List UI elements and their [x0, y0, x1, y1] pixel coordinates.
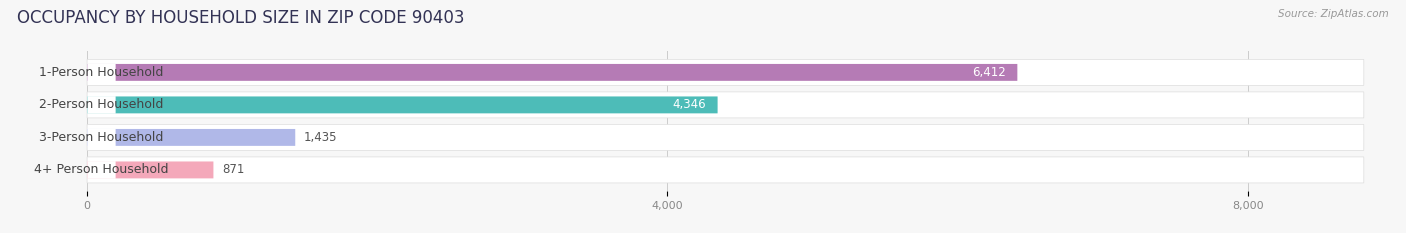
Text: 3-Person Household: 3-Person Household: [39, 131, 163, 144]
Text: 6,412: 6,412: [972, 66, 1005, 79]
Text: Source: ZipAtlas.com: Source: ZipAtlas.com: [1278, 9, 1389, 19]
FancyBboxPatch shape: [87, 124, 1364, 151]
FancyBboxPatch shape: [87, 64, 115, 81]
FancyBboxPatch shape: [87, 157, 1364, 183]
FancyBboxPatch shape: [87, 92, 1364, 118]
FancyBboxPatch shape: [87, 161, 115, 179]
Text: 4,346: 4,346: [672, 98, 706, 111]
FancyBboxPatch shape: [87, 129, 295, 146]
FancyBboxPatch shape: [87, 129, 115, 146]
FancyBboxPatch shape: [87, 59, 1364, 86]
FancyBboxPatch shape: [87, 96, 717, 113]
Text: 2-Person Household: 2-Person Household: [39, 98, 163, 111]
FancyBboxPatch shape: [87, 161, 214, 178]
FancyBboxPatch shape: [87, 64, 1018, 81]
Text: 4+ Person Household: 4+ Person Household: [34, 163, 169, 176]
Text: 871: 871: [222, 163, 245, 176]
Text: 1-Person Household: 1-Person Household: [39, 66, 163, 79]
Text: 1,435: 1,435: [304, 131, 337, 144]
Text: OCCUPANCY BY HOUSEHOLD SIZE IN ZIP CODE 90403: OCCUPANCY BY HOUSEHOLD SIZE IN ZIP CODE …: [17, 9, 464, 27]
FancyBboxPatch shape: [87, 96, 115, 114]
